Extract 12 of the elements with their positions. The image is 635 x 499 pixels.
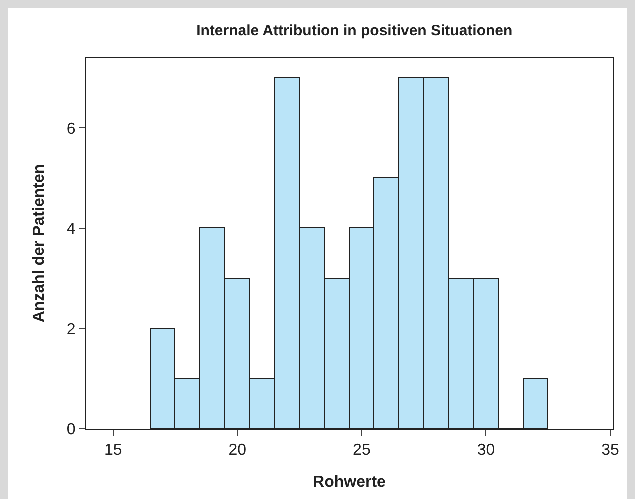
x-tick-label: 15 (104, 442, 122, 460)
x-axis-title: Rohwerte (313, 474, 386, 491)
x-tick-label: 35 (602, 442, 620, 460)
y-tick-label: 6 (66, 120, 76, 138)
y-tick-label: 0 (66, 422, 76, 439)
x-tick-label: 30 (477, 442, 496, 460)
x-tick-label: 25 (353, 442, 371, 460)
y-axis-title: Anzahl der Patienten (31, 164, 48, 323)
y-tick-label: 2 (66, 321, 76, 338)
y-tick-label: 4 (66, 221, 76, 238)
x-tick-label: 20 (228, 442, 247, 460)
chart-title: Internale Attribution in positiven Situationen (196, 22, 513, 40)
